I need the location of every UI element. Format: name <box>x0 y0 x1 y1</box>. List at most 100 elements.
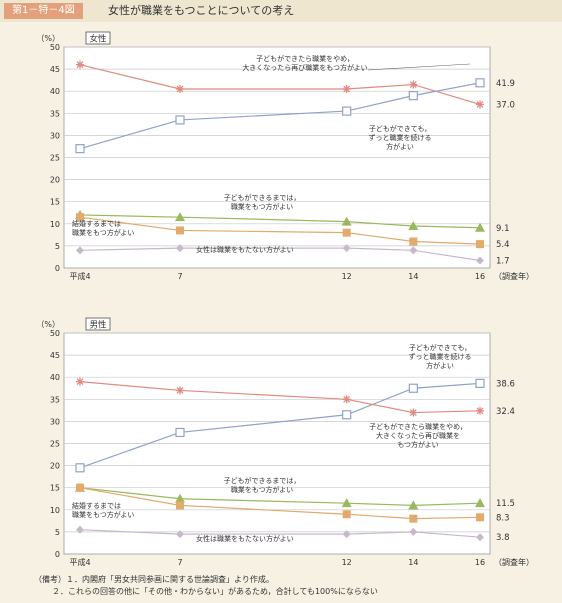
point-no_job <box>342 244 351 253</box>
point-continue <box>75 463 85 473</box>
annotation-continue: 子どもができても， <box>409 343 471 352</box>
point-until_marriage <box>409 514 418 523</box>
point-stop <box>476 406 484 415</box>
x-tick-label: 14 <box>408 272 418 281</box>
figure-header: 第1－特－4図 女性が職業をもつことについての考え <box>0 0 562 22</box>
x-tick-label: 平成4 <box>69 271 90 281</box>
y-tick-label: 40 <box>50 373 60 382</box>
y-tick-label: 35 <box>50 395 60 404</box>
y-axis-unit: （%） <box>36 320 60 329</box>
note-1: （備考）１．内閣府「男女共同参画に関する世論調査」より作成。 <box>34 575 274 584</box>
x-tick-label: 16 <box>475 272 485 281</box>
point-until_marriage <box>176 226 184 235</box>
end-label-continue: 41.9 <box>496 79 515 89</box>
point-no_job <box>176 530 184 539</box>
annotation-until_child: 職業をもつ方がよい <box>231 485 293 494</box>
x-tick-label: 平成4 <box>69 557 90 567</box>
point-no_job <box>342 530 351 539</box>
annotation-until_marriage: 結婚するまでは <box>72 219 121 228</box>
star-stroke <box>476 407 484 415</box>
end-label-no_job: 1.7 <box>496 256 510 266</box>
point-until_marriage <box>176 501 184 510</box>
point-until_child <box>341 498 352 508</box>
point-continue <box>408 91 418 101</box>
annotation-stop: 大きくなったら再び職業をもつ方がよい <box>242 63 367 72</box>
annotation-until_child: 子どもができるまでは， <box>224 193 301 202</box>
y-tick-label: 45 <box>50 65 60 74</box>
point-stop <box>409 80 418 89</box>
panel-label: 男性 <box>89 320 107 331</box>
point-stop <box>176 84 184 93</box>
point-until_marriage <box>76 483 84 492</box>
x-tick-label: 16 <box>475 558 485 567</box>
point-continue <box>408 383 418 393</box>
panel-label: 女性 <box>89 34 107 45</box>
annotation-continue: ずっと職業を続ける <box>409 352 472 361</box>
point-continue <box>175 427 185 438</box>
point-until_child <box>175 212 185 222</box>
y-tick-label: 45 <box>50 351 60 360</box>
x-tick-label: 7 <box>177 558 182 567</box>
point-continue <box>175 115 185 125</box>
end-label-no_job: 3.8 <box>496 533 510 543</box>
point-continue <box>342 106 352 116</box>
y-tick-label: 0 <box>55 264 60 273</box>
star-stroke <box>409 409 417 417</box>
point-until_marriage <box>476 513 484 522</box>
x-tick-label: 7 <box>177 272 182 281</box>
annotation-stop: もつ方がよい <box>397 440 438 449</box>
end-label-until_child: 11.5 <box>496 499 515 509</box>
y-tick-label: 50 <box>50 329 60 338</box>
x-tick-label: 12 <box>342 272 352 281</box>
annotation-stop: 子どもができたら職業をやめ， <box>256 54 354 63</box>
y-tick-label: 5 <box>55 242 60 251</box>
y-tick-label: 50 <box>50 43 60 52</box>
y-axis-unit: （%） <box>36 34 60 43</box>
y-tick-label: 40 <box>50 87 60 96</box>
end-label-until_child: 9.1 <box>496 224 510 234</box>
annotation-continue: ずっと職業を続ける <box>369 133 432 142</box>
y-tick-label: 30 <box>50 417 60 426</box>
star-stroke <box>176 85 184 93</box>
figure-number: 第1－特－4図 <box>4 3 83 19</box>
y-tick-label: 0 <box>55 550 60 559</box>
annotation-stop: 大きくなったら再び職業を <box>376 431 460 440</box>
note-2: ２．これらの回答の他に「その他・わからない」があるため，合計しても100%になら… <box>52 587 378 596</box>
annotation-continue: 方がよい <box>426 361 454 370</box>
annotation-until_child: 職業をもつ方がよい <box>231 202 293 211</box>
point-until_marriage <box>409 237 418 246</box>
annotation-until_child: 子どもができるまでは， <box>224 476 301 485</box>
point-until_child <box>175 493 185 503</box>
star-stroke <box>343 395 351 403</box>
y-tick-label: 20 <box>50 176 60 185</box>
point-continue <box>75 144 85 154</box>
point-until_marriage <box>342 510 351 519</box>
point-until_marriage <box>342 228 351 237</box>
annotation-until_marriage: 職業をもつ方がよい <box>72 228 134 237</box>
point-stop <box>476 100 484 109</box>
star-stroke <box>76 378 84 386</box>
point-until_child <box>408 221 419 231</box>
y-tick-label: 10 <box>50 506 60 515</box>
y-tick-label: 15 <box>50 198 60 207</box>
annotation-until_marriage: 結婚するまでは <box>72 501 121 510</box>
point-stop <box>176 386 184 395</box>
point-no_job <box>476 533 484 542</box>
y-tick-label: 25 <box>50 154 60 163</box>
point-until_marriage <box>476 240 484 249</box>
star-stroke <box>343 85 351 93</box>
point-until_child <box>408 500 419 510</box>
star-stroke <box>476 101 484 108</box>
point-stop <box>342 395 351 404</box>
annotation-no_job: 女性は職業をもたない方がよい <box>196 245 294 254</box>
point-stop <box>76 377 84 386</box>
point-until_marriage <box>76 213 84 222</box>
annotation-leader <box>367 63 471 71</box>
y-tick-label: 35 <box>50 109 60 118</box>
y-tick-label: 25 <box>50 440 60 449</box>
point-no_job <box>76 525 84 534</box>
point-until_child <box>341 216 352 226</box>
point-stop <box>409 408 418 417</box>
y-tick-label: 15 <box>50 484 60 493</box>
